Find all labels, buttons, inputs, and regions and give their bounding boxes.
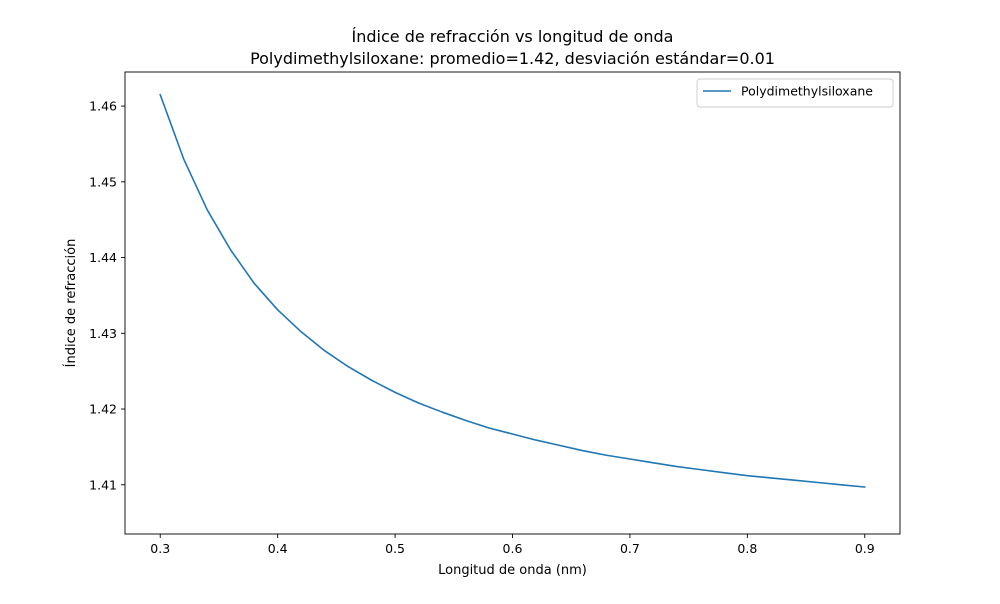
x-tick-label: 0.8 [737, 541, 757, 556]
chart-title: Índice de refracción vs longitud de onda [352, 27, 674, 46]
y-tick-label: 1.41 [89, 477, 117, 492]
x-tick-label: 0.5 [385, 541, 405, 556]
y-tick-label: 1.43 [89, 326, 117, 341]
x-tick-label: 0.6 [503, 541, 523, 556]
y-tick-label: 1.46 [89, 99, 117, 114]
x-axis-ticks: 0.3 0.4 0.5 0.6 0.7 0.8 0.9 [150, 534, 875, 556]
x-tick-label: 0.7 [620, 541, 640, 556]
x-axis-label: Longitud de onda (nm) [438, 563, 587, 578]
y-tick-label: 1.42 [89, 402, 117, 417]
y-axis-label: Índice de refracción [63, 239, 79, 368]
legend-box [696, 78, 894, 108]
y-axis-ticks: 1.41 1.42 1.43 1.44 1.45 1.46 [89, 99, 125, 492]
x-tick-label: 0.9 [855, 541, 875, 556]
legend: Polydimethylsiloxane [696, 78, 894, 108]
chart-subtitle: Polydimethylsiloxane: promedio=1.42, des… [250, 49, 775, 68]
legend-label-polydimethylsiloxane: Polydimethylsiloxane [741, 84, 873, 99]
series-line-polydimethylsiloxane [159, 93, 866, 488]
y-tick-label: 1.44 [89, 250, 117, 265]
x-tick-label: 0.3 [150, 541, 170, 556]
y-tick-label: 1.45 [89, 174, 117, 189]
x-tick-label: 0.4 [268, 541, 288, 556]
